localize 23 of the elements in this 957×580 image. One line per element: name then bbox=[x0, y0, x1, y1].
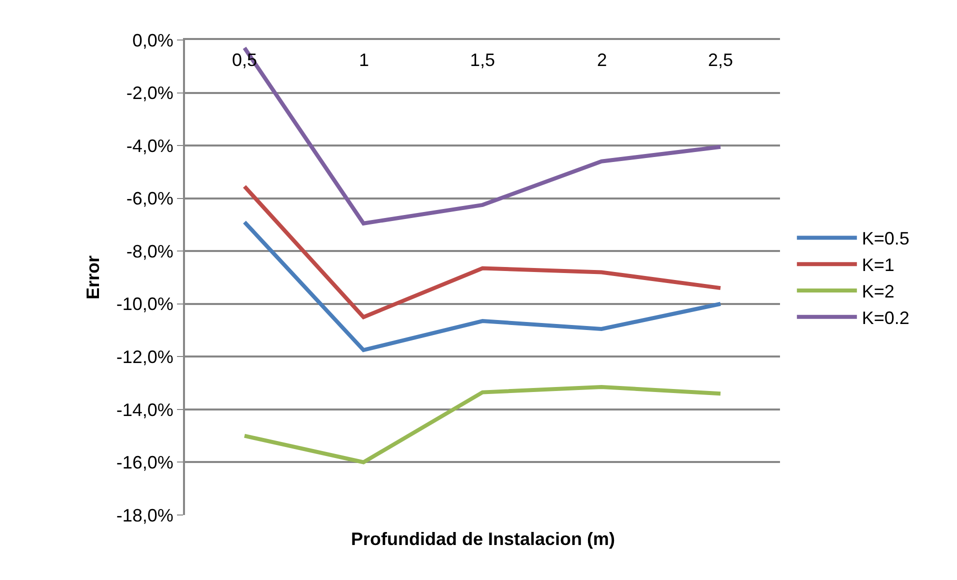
x-axis-title: Profundidad de Instalacion (m) bbox=[351, 529, 616, 549]
legend-label: K=0.2 bbox=[862, 308, 910, 328]
y-tick-label: -6,0% bbox=[126, 188, 174, 209]
y-tick-label: 0,0% bbox=[132, 30, 174, 50]
x-tick-label: 1,5 bbox=[470, 50, 496, 70]
line-series bbox=[242, 184, 722, 320]
y-tick-label: -16,0% bbox=[116, 452, 174, 473]
y-axis-title: Error bbox=[83, 255, 104, 300]
x-tick-label: 2 bbox=[597, 50, 608, 70]
legend-label: K=1 bbox=[862, 255, 894, 276]
y-tick-label: -8,0% bbox=[126, 241, 174, 262]
x-tick-label: 1 bbox=[359, 50, 370, 70]
y-tick-label: -14,0% bbox=[116, 400, 174, 420]
x-tick-label: 2,5 bbox=[708, 50, 734, 70]
legend-label: K=0.5 bbox=[862, 228, 910, 249]
y-tick-label: -10,0% bbox=[116, 294, 174, 314]
y-tick-label: -4,0% bbox=[126, 136, 174, 156]
legend-label: K=2 bbox=[862, 282, 894, 302]
y-tick-label: -18,0% bbox=[116, 505, 174, 526]
y-tick-label: -2,0% bbox=[126, 83, 174, 104]
line-series bbox=[242, 385, 722, 464]
y-tick-label: -12,0% bbox=[116, 346, 174, 367]
line-series bbox=[242, 220, 722, 352]
